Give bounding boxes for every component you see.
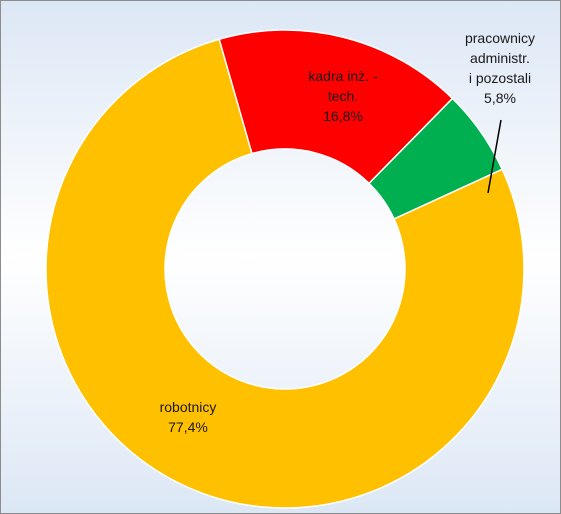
slice-kadra	[218, 29, 454, 185]
label-kadra: kadra inż. -tech. 16,8%	[308, 68, 378, 124]
label-pracownicy: pracownicy administr. i pozostali 5,8%	[465, 30, 535, 106]
slice-labels: kadra inż. -tech. 16,8% pracownicy administ…	[160, 30, 535, 435]
donut-slices	[45, 29, 525, 509]
label-robotnicy: robotnicy 77,4%	[160, 399, 217, 435]
slice-robotnicy	[45, 38, 525, 509]
leader-line	[487, 119, 502, 194]
